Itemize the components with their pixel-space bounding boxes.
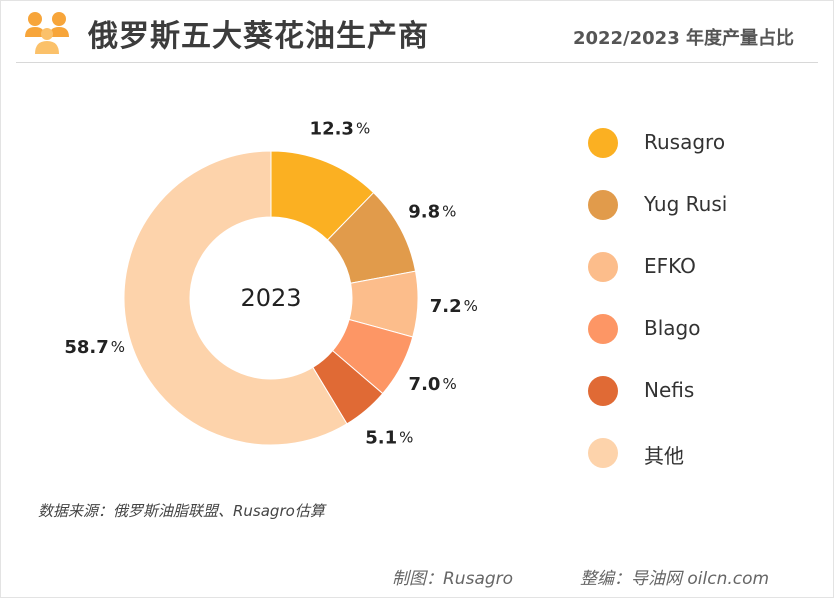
legend-item: Nefis xyxy=(588,372,788,412)
legend-swatch xyxy=(588,314,618,344)
legend-swatch xyxy=(588,128,618,158)
legend-label: 其他 xyxy=(644,444,684,468)
legend-label: Rusagro xyxy=(644,130,726,154)
slice-value-label: 7.0% xyxy=(409,373,457,394)
legend-item: EFKO xyxy=(588,248,788,288)
slice-value-label: 9.8% xyxy=(408,201,456,222)
legend-swatch xyxy=(588,252,618,282)
legend-swatch xyxy=(588,438,618,468)
legend-swatch xyxy=(588,190,618,220)
slice-value-label: 7.2% xyxy=(430,295,478,316)
donut-center-label: 2023 xyxy=(240,284,301,312)
legend-label: EFKO xyxy=(644,254,696,278)
legend-label: Nefis xyxy=(644,378,695,402)
editor-credit: 整编：导油网 oilcn.com xyxy=(580,569,770,589)
slice-value-label: 12.3% xyxy=(310,118,371,139)
legend-swatch xyxy=(588,376,618,406)
page-subtitle: 2022/2023 年度产量占比 xyxy=(572,28,794,49)
legend-label: Blago xyxy=(644,316,701,340)
data-source-note: 数据来源：俄罗斯油脂联盟、Rusagro估算 xyxy=(38,502,325,520)
header: 俄罗斯五大葵花油生产商 2022/2023 年度产量占比 xyxy=(0,0,834,62)
header-divider xyxy=(16,62,818,63)
legend-item: Blago xyxy=(588,310,788,350)
legend-item: Yug Rusi xyxy=(588,186,788,226)
page-title: 俄罗斯五大葵花油生产商 xyxy=(88,19,429,54)
slice-value-label: 58.7% xyxy=(64,337,125,358)
chart-credit: 制图：Rusagro xyxy=(392,569,514,589)
slice-value-label: 5.1% xyxy=(365,427,413,448)
donut-slice-5 xyxy=(123,150,348,446)
legend-item: Rusagro xyxy=(588,124,788,164)
legend-item: 其他 xyxy=(588,434,788,474)
people-group-icon xyxy=(25,12,69,54)
legend-label: Yug Rusi xyxy=(644,192,728,216)
